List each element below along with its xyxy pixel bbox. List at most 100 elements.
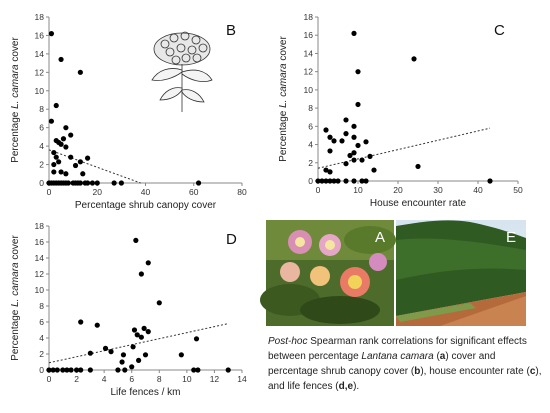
x-tick-label: 4 — [102, 374, 107, 384]
x-tick-label: 30 — [433, 185, 443, 195]
data-point — [371, 167, 377, 173]
data-point — [351, 123, 357, 129]
data-point — [58, 169, 64, 175]
x-tick-label: 6 — [129, 374, 134, 384]
data-point — [351, 30, 357, 36]
y-tick-label: 12 — [35, 67, 45, 77]
x-tick-label: 40 — [141, 187, 151, 197]
data-point — [53, 102, 59, 109]
data-point — [72, 162, 79, 169]
x-tick-label: 14 — [237, 374, 247, 384]
y-tick-label: 10 — [35, 86, 45, 96]
data-point — [191, 367, 197, 373]
y-tick-label: 8 — [39, 104, 44, 114]
data-point — [193, 336, 200, 342]
data-point — [343, 178, 349, 184]
y-tick-label: 4 — [308, 140, 313, 150]
data-point — [415, 163, 421, 170]
data-point — [50, 367, 56, 373]
panel-b-chart: 0 20 40 60 80 0 2 4 6 8 10 12 14 16 18 Percentage shrub… — [10, 12, 247, 211]
x-tick-label: 80 — [237, 187, 247, 197]
data-point — [89, 180, 96, 186]
y-tick-label: 14 — [35, 253, 45, 263]
data-point — [60, 136, 67, 142]
data-point — [65, 180, 71, 186]
data-point — [60, 367, 66, 373]
data-point — [323, 178, 329, 184]
data-point — [48, 118, 55, 124]
data-point — [327, 178, 333, 184]
data-point — [63, 144, 69, 150]
y-tick-label: 10 — [35, 285, 45, 295]
data-point — [343, 131, 349, 137]
data-point — [129, 364, 135, 370]
data-point — [115, 367, 121, 373]
x-tick-label: 20 — [393, 185, 403, 195]
y-tick-label: 18 — [35, 221, 45, 231]
panel-letter-c: C — [494, 22, 505, 39]
data-point — [145, 260, 151, 266]
data-point — [56, 159, 62, 165]
data-point — [331, 138, 337, 144]
data-point — [78, 367, 84, 373]
y-tick-label: 0 — [39, 178, 44, 188]
x-tick-label: 20 — [93, 187, 103, 197]
data-point — [145, 329, 151, 335]
data-point — [363, 178, 369, 184]
data-point — [94, 180, 100, 186]
data-point — [355, 69, 361, 75]
y-axis-title-species: L. camara — [278, 63, 289, 108]
caption-text-3: ) cover and percentage shrub canopy cove… — [268, 351, 496, 377]
y-tick-label: 18 — [35, 12, 45, 22]
y-tick-label: 6 — [308, 121, 313, 131]
x-tick-label: 12 — [210, 374, 220, 384]
data-point — [118, 180, 124, 186]
y-tick-label: 12 — [35, 269, 45, 279]
data-point — [63, 171, 69, 177]
caption-ref-b: b — [414, 366, 421, 377]
y-tick-label: 8 — [39, 301, 44, 311]
data-point — [87, 350, 93, 356]
x-tick-label: 40 — [473, 185, 483, 195]
caption-ref-de: d,e — [338, 381, 354, 392]
y-axis-title-prefix: Percentage — [10, 307, 21, 361]
caption-ref-a: a — [439, 351, 446, 362]
y-tick-label: 0 — [39, 365, 44, 375]
x-tick-label: 60 — [189, 187, 199, 197]
data-point — [77, 69, 83, 75]
figure-caption: Post-hoc Spearman rank correlations for … — [268, 334, 546, 394]
data-point — [87, 367, 93, 373]
x-tick-label: 10 — [182, 374, 192, 384]
panel-d-chart: 0 2 4 6 8 10 12 14 0 2 4 6 8 10 12 14 16 18 Life fences / … — [10, 221, 247, 398]
data-point — [54, 367, 60, 373]
data-point — [323, 167, 329, 173]
data-point — [367, 153, 373, 159]
data-point — [130, 344, 136, 350]
data-point — [351, 178, 357, 184]
data-point — [136, 357, 142, 363]
y-axis-title-suffix: cover — [10, 37, 21, 65]
y-axis-title-prefix: Percentage — [278, 108, 289, 162]
data-point — [80, 171, 86, 177]
caption-text-4: ), house encounter rate ( — [420, 366, 530, 377]
y-axis-title-suffix: cover — [10, 235, 21, 263]
data-point — [359, 178, 365, 184]
x-tick-label: 0 — [316, 185, 321, 195]
y-tick-label: 2 — [308, 158, 313, 168]
y-axis-title-prefix: Percentage — [10, 109, 21, 163]
x-tick-label: 2 — [74, 374, 79, 384]
caption-post-hoc: Post-hoc — [268, 336, 308, 347]
x-tick-label: 0 — [47, 374, 52, 384]
y-tick-label: 16 — [304, 30, 314, 40]
data-point — [195, 180, 202, 186]
data-point — [131, 327, 138, 333]
data-point — [73, 367, 80, 373]
data-point — [78, 319, 84, 325]
trend-line — [48, 149, 141, 184]
caption-text-6: ). — [353, 381, 360, 392]
data-point — [77, 180, 83, 186]
y-tick-label: 0 — [308, 176, 313, 186]
data-point — [355, 101, 361, 108]
data-point — [58, 141, 64, 147]
y-tick-label: 8 — [308, 103, 313, 113]
